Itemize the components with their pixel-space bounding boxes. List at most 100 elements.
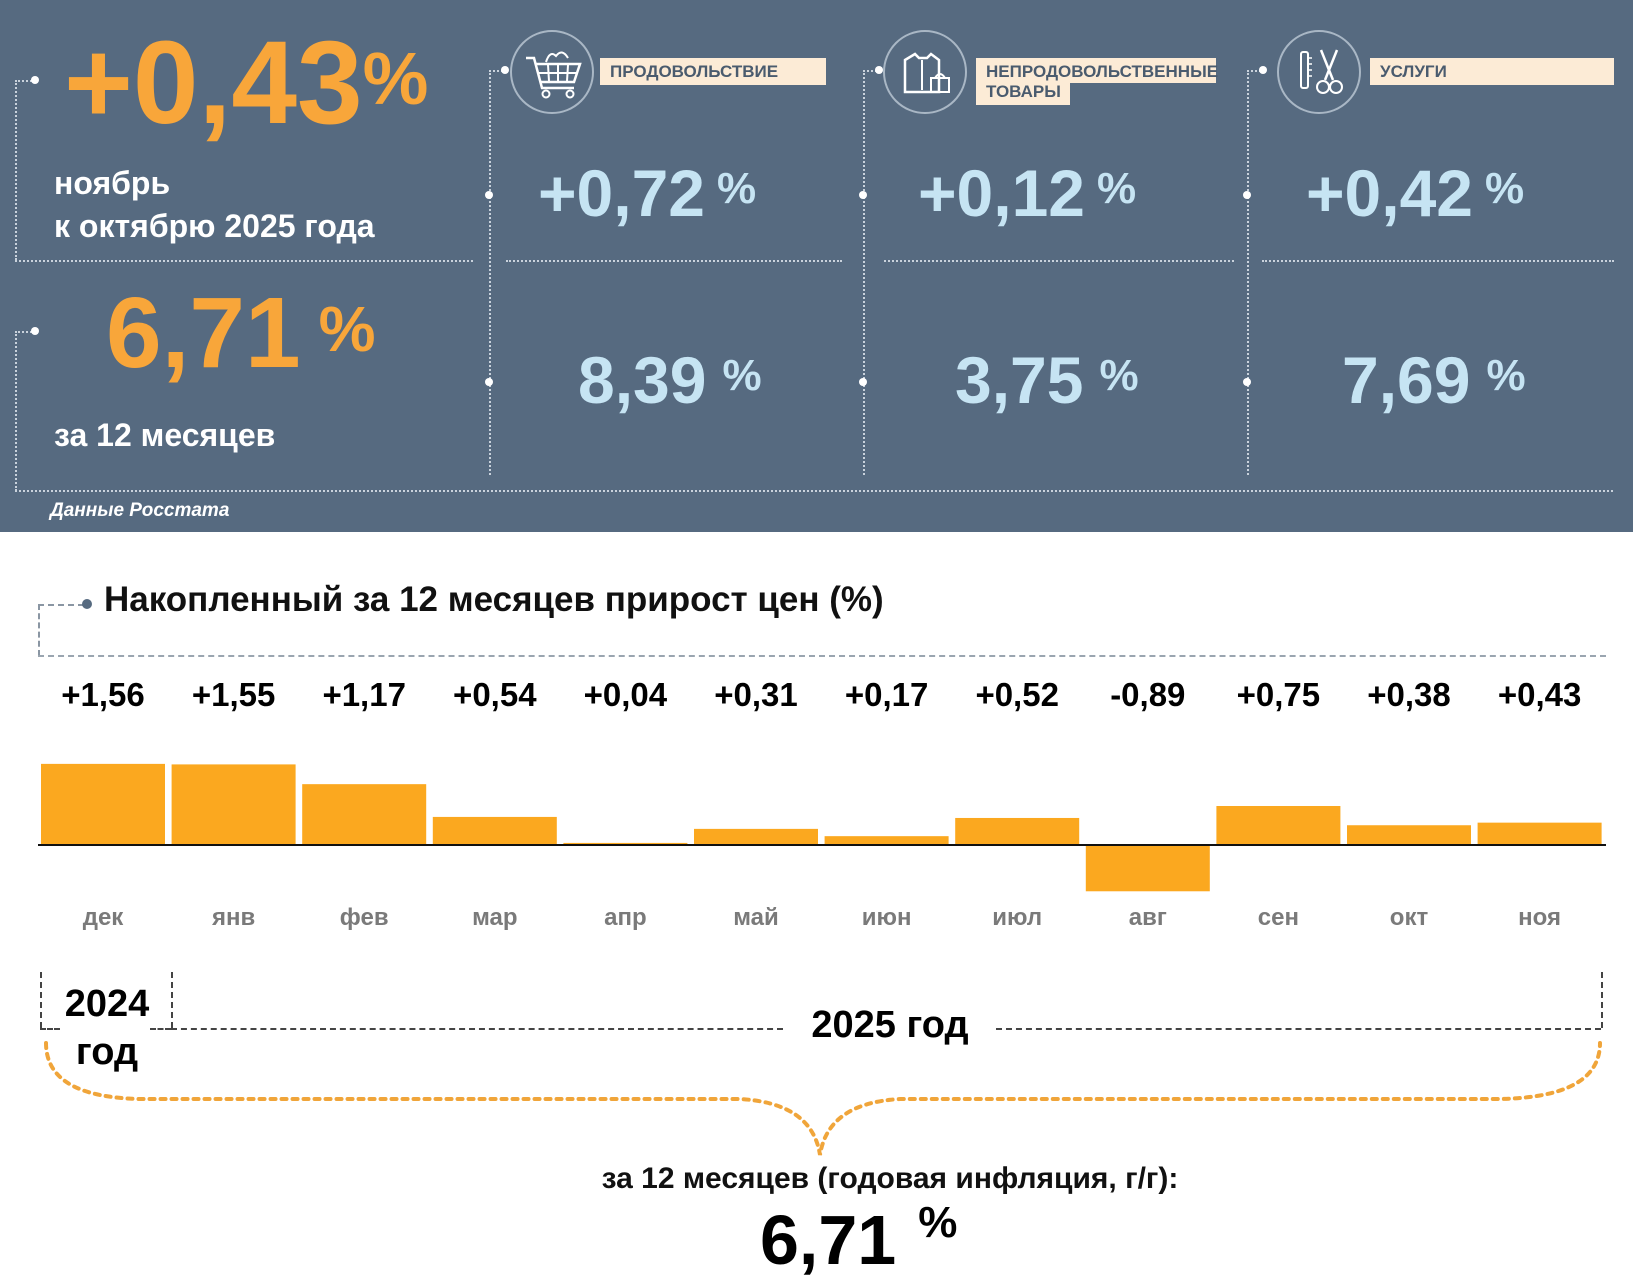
services-month-value: +0,42%	[1306, 156, 1525, 230]
percent-sign: %	[362, 37, 429, 120]
month-label: фев	[339, 904, 389, 931]
percent-sign: %	[1099, 351, 1139, 400]
value-label: -0,89	[1110, 676, 1186, 713]
food-annual-value: 8,39%	[578, 343, 762, 417]
clothes-bag-icon	[883, 30, 967, 114]
month-label: июн	[861, 904, 912, 931]
bar-окт	[1347, 825, 1471, 845]
title-connector	[38, 604, 40, 656]
month-label: мар	[472, 904, 518, 931]
month-label: авг	[1128, 904, 1167, 931]
year-2024-label: 2024 год	[64, 983, 150, 1073]
value-label: +0,54	[453, 676, 537, 713]
bar-янв	[171, 764, 296, 845]
divider	[15, 80, 35, 82]
percent-sign: %	[1097, 164, 1137, 213]
value-label: +0,04	[583, 676, 668, 713]
annual-value: 6,71%	[106, 277, 376, 389]
month-label: окт	[1389, 904, 1429, 931]
divider	[1247, 70, 1261, 72]
bar-авг	[1085, 845, 1210, 892]
value-label: +0,31	[714, 676, 798, 713]
connector-dot	[485, 378, 493, 386]
month-label: дек	[82, 904, 124, 931]
year-bracket	[996, 1028, 1601, 1030]
connector-dot	[31, 76, 39, 84]
curly-brace	[44, 1041, 1602, 1156]
services-annual-value: 7,69%	[1342, 343, 1526, 417]
year-bracket	[40, 972, 42, 1028]
connector-dot	[1259, 66, 1267, 74]
connector-dot	[31, 327, 39, 335]
percent-sign: %	[717, 164, 757, 213]
divider	[489, 70, 491, 475]
nonfood-annual-value: 3,75%	[955, 343, 1139, 417]
divider	[489, 70, 503, 72]
year-bracket	[171, 1028, 783, 1030]
bar-дек	[41, 763, 165, 845]
connector-dot	[1243, 378, 1251, 386]
value-label: +0,75	[1236, 676, 1321, 713]
divider	[15, 80, 17, 260]
value-label: +1,55	[191, 676, 276, 713]
month-label: май	[733, 904, 779, 931]
month-label: янв	[211, 904, 256, 931]
category-tag-food: ПРОДОВОЛЬСТВИЕ	[600, 58, 826, 85]
percent-sign: %	[1485, 164, 1525, 213]
value-label: +0,52	[975, 676, 1059, 713]
percent-sign: %	[1486, 351, 1526, 400]
month-label: июл	[992, 904, 1043, 931]
shopping-cart-icon	[510, 30, 594, 114]
total-label: за 12 месяцев (годовая инфляция, г/г):	[601, 1162, 1179, 1195]
summary-panel: +0,43% ноябрь к октябрю 2025 года 6,71% …	[0, 0, 1633, 532]
title-dot	[82, 599, 92, 609]
bar-chart	[38, 763, 1606, 892]
category-tag-services: УСЛУГИ	[1370, 58, 1614, 85]
divider	[15, 260, 473, 262]
month-label: ноябрь к октябрю 2025 года	[54, 165, 375, 244]
total-value: 6,71%	[760, 1198, 958, 1279]
category-tag-nonfood: НЕПРОДОВОЛЬСТВЕННЫЕ	[976, 58, 1218, 83]
year-bracket	[150, 1028, 171, 1030]
month-label: ноя	[1518, 904, 1562, 931]
divider	[884, 260, 1234, 262]
connector-dot	[1243, 191, 1251, 199]
connector-dot	[501, 66, 509, 74]
divider	[863, 70, 877, 72]
bar-ноя	[1477, 822, 1602, 845]
chart-title: Накопленный за 12 месяцев прирост цен (%…	[104, 580, 884, 619]
annual-label: за 12 месяцев	[54, 417, 276, 453]
divider	[1247, 70, 1249, 475]
connector-dot	[859, 191, 867, 199]
month-change-value: +0,43%	[64, 17, 429, 149]
month-label: сен	[1257, 904, 1299, 931]
percent-sign: %	[318, 293, 376, 365]
bar-сен	[1216, 806, 1341, 845]
bar-мар	[432, 816, 557, 845]
value-label: +0,17	[844, 676, 929, 713]
bar-июн	[824, 836, 949, 845]
value-label: +1,17	[322, 676, 406, 713]
divider	[506, 260, 842, 262]
value-label: +0,38	[1367, 676, 1451, 713]
food-month-value: +0,72%	[538, 156, 757, 230]
bar-май	[694, 828, 818, 845]
title-underline	[38, 655, 1606, 657]
month-label: апр	[604, 904, 647, 931]
bar-июл	[955, 817, 1080, 845]
year-2025-label: 2025 год	[811, 1004, 969, 1046]
bar-фев	[302, 784, 427, 845]
divider	[15, 490, 1613, 492]
year-bracket	[171, 972, 173, 1028]
connector-dot	[859, 378, 867, 386]
source-note: Данные Росстата	[50, 500, 230, 521]
percent-sign: %	[722, 351, 762, 400]
value-label: +1,56	[61, 676, 145, 713]
divider	[15, 331, 17, 491]
year-bracket	[40, 1028, 60, 1030]
divider	[863, 70, 865, 475]
category-tag-nonfood-2: ТОВАРЫ	[976, 82, 1070, 105]
value-label: +0,43	[1497, 676, 1582, 713]
nonfood-month-value: +0,12%	[918, 156, 1137, 230]
connector-dot	[485, 191, 493, 199]
